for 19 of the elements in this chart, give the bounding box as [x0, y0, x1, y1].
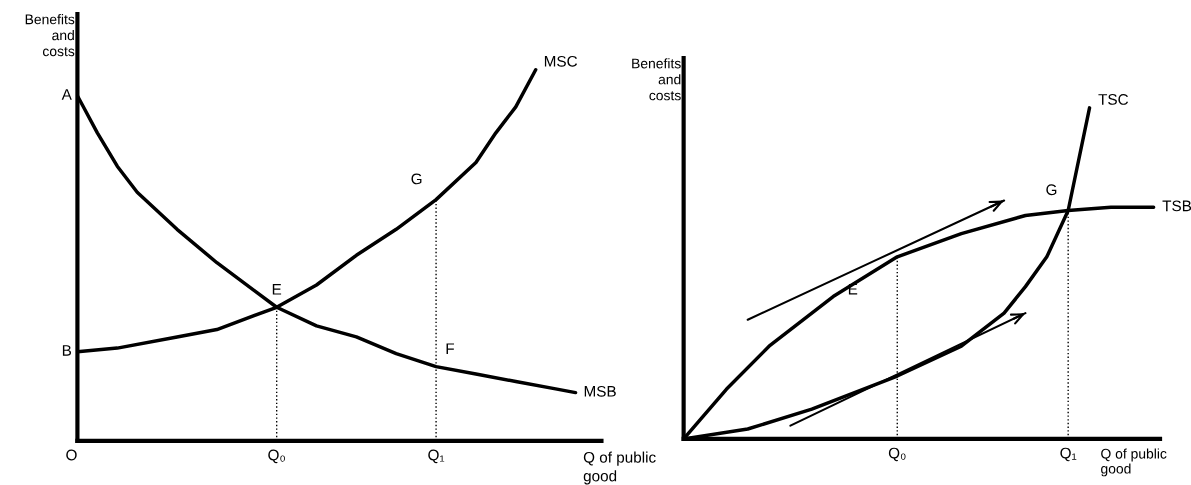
y-axis-title: Benefits and costs: [632, 58, 681, 101]
series-label: TSC: [1098, 94, 1129, 105]
series-label: MSB: [584, 385, 616, 397]
x-tick-label: O: [66, 449, 77, 461]
annotation: E: [272, 284, 282, 295]
annotation: B: [62, 345, 72, 356]
annotation: G: [411, 173, 422, 185]
annotation: G: [1046, 184, 1057, 196]
x-tick-label: Q₀: [268, 449, 285, 464]
series-label: TSB: [1162, 200, 1191, 212]
x-axis-title: Q of public good: [583, 451, 656, 485]
annotation: A: [61, 89, 72, 100]
y-axis-title: Benefits and costs: [25, 14, 75, 57]
x-axis-title: Q of public good: [1101, 448, 1167, 477]
x-tick-label: Q₀: [888, 447, 906, 462]
series-label: MSC: [544, 55, 578, 67]
x-tick-label: Q₁: [1060, 447, 1077, 462]
x-tick-label: Q₁: [428, 449, 445, 464]
annotation: F: [446, 343, 455, 354]
